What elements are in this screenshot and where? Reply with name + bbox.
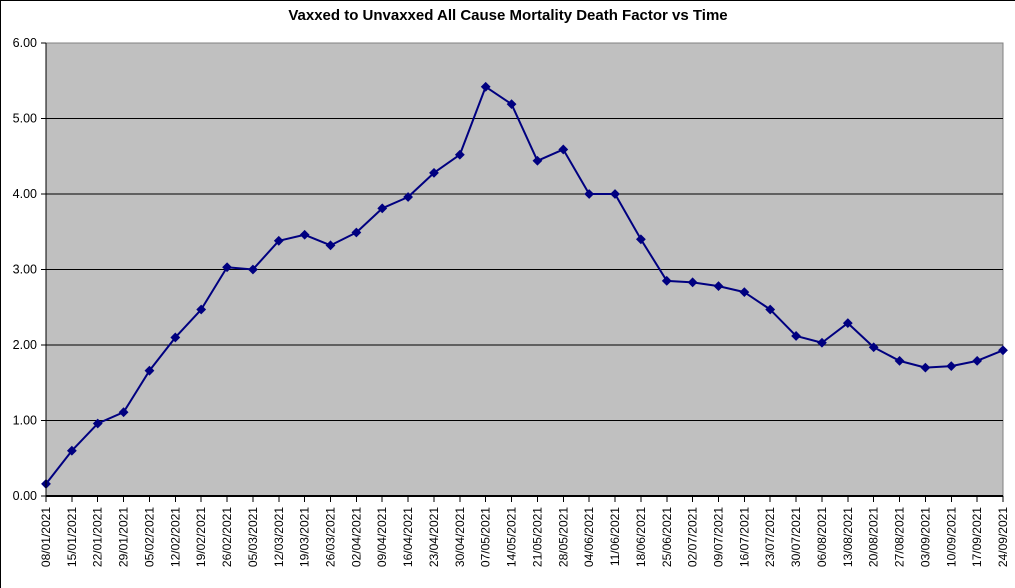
data-point-marker <box>118 407 129 418</box>
x-axis-label: 12/03/2021 <box>272 507 286 567</box>
x-axis-label: 19/02/2021 <box>194 507 208 567</box>
x-axis-label: 25/06/2021 <box>660 507 674 567</box>
data-point-marker <box>429 167 439 178</box>
x-axis-label: 29/01/2021 <box>117 507 131 567</box>
x-axis-label: 19/03/2021 <box>298 507 312 567</box>
x-axis-label: 15/01/2021 <box>65 507 79 567</box>
x-axis-label: 23/07/2021 <box>763 507 777 567</box>
y-axis-label: 1.00 <box>13 414 37 428</box>
x-axis-label: 16/04/2021 <box>401 507 415 567</box>
x-axis-label: 09/07/2021 <box>711 507 725 567</box>
data-point-marker <box>248 264 258 275</box>
data-point-marker <box>377 203 388 214</box>
data-point-marker <box>765 304 776 315</box>
data-point-marker <box>506 99 517 110</box>
data-point-marker <box>325 240 336 251</box>
x-axis-label: 16/07/2021 <box>737 507 751 567</box>
data-point-marker <box>946 361 957 372</box>
x-axis-label: 30/04/2021 <box>453 507 467 567</box>
x-axis-label: 06/08/2021 <box>815 507 829 567</box>
data-point-marker <box>687 277 698 288</box>
x-axis-label: 10/09/2021 <box>944 507 958 567</box>
data-point-marker <box>558 144 569 155</box>
data-point-marker <box>635 234 646 245</box>
y-axis-label: 2.00 <box>13 338 37 352</box>
data-point-marker <box>713 281 724 292</box>
data-point-marker <box>454 149 465 160</box>
y-axis-label: 3.00 <box>13 263 37 277</box>
x-axis-label: 02/04/2021 <box>349 507 363 567</box>
x-axis-label: 22/01/2021 <box>91 507 105 567</box>
x-axis-label: 07/05/2021 <box>479 507 493 567</box>
x-axis-label: 12/02/2021 <box>168 507 182 567</box>
y-axis-label: 4.00 <box>13 187 37 201</box>
data-point-marker <box>972 355 983 366</box>
x-axis-label: 27/08/2021 <box>893 507 907 567</box>
x-axis-label: 21/05/2021 <box>530 507 544 567</box>
data-point-marker <box>610 189 620 199</box>
data-point-marker <box>299 229 310 240</box>
data-point-marker <box>273 235 284 246</box>
x-axis-label: 30/07/2021 <box>789 507 803 567</box>
data-point-marker <box>351 227 362 238</box>
x-axis-label: 08/01/2021 <box>39 507 53 567</box>
data-point-marker <box>144 365 155 376</box>
y-axis-label: 0.00 <box>13 489 37 503</box>
x-axis-label: 18/06/2021 <box>634 507 648 567</box>
x-axis-label: 20/08/2021 <box>867 507 881 567</box>
data-point-marker <box>791 331 801 341</box>
data-point-marker <box>842 318 853 329</box>
y-axis-label: 6.00 <box>13 36 37 50</box>
x-axis-label: 14/05/2021 <box>505 507 519 567</box>
x-axis-label: 26/02/2021 <box>220 507 234 567</box>
data-point-marker <box>403 192 414 202</box>
x-axis-label: 23/04/2021 <box>427 507 441 567</box>
data-point-marker <box>480 81 491 92</box>
data-point-marker <box>894 355 905 366</box>
data-point-marker <box>868 342 879 353</box>
data-point-marker <box>584 189 595 199</box>
chart-title: Vaxxed to Unvaxxed All Cause Mortality D… <box>288 7 728 24</box>
data-point-marker <box>170 332 181 343</box>
x-axis-label: 05/02/2021 <box>142 507 156 567</box>
data-point-marker <box>196 304 207 315</box>
x-axis-label: 11/06/2021 <box>608 507 622 566</box>
x-axis-label: 13/08/2021 <box>841 507 855 567</box>
data-line <box>45 85 1004 485</box>
data-point-marker <box>920 362 931 373</box>
data-point-marker <box>739 287 750 298</box>
x-axis-label: 04/06/2021 <box>582 507 596 567</box>
data-point-marker <box>222 262 232 273</box>
x-axis-label: 02/07/2021 <box>686 507 700 567</box>
data-point-marker <box>66 445 77 456</box>
data-point-marker <box>92 418 103 429</box>
data-point-marker <box>532 155 543 166</box>
x-axis-label: 17/09/2021 <box>970 507 984 567</box>
x-axis-label: 09/04/2021 <box>375 507 389 567</box>
x-axis-label: 03/09/2021 <box>918 507 932 567</box>
data-point-marker <box>998 345 1008 356</box>
data-point-marker <box>661 275 672 286</box>
y-axis-label: 5.00 <box>13 112 37 126</box>
x-axis-label: 24/09/2021 <box>996 507 1010 567</box>
data-point-marker <box>817 337 827 348</box>
x-axis-label: 26/03/2021 <box>324 507 338 567</box>
x-axis-label: 05/03/2021 <box>246 507 260 567</box>
x-axis-label: 28/05/2021 <box>556 507 570 567</box>
